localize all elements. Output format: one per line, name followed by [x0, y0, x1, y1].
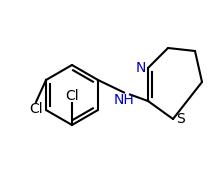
Text: Cl: Cl: [65, 89, 79, 103]
Text: N: N: [136, 61, 146, 75]
Text: NH: NH: [114, 93, 134, 108]
Text: S: S: [177, 112, 185, 126]
Text: Cl: Cl: [29, 102, 43, 116]
